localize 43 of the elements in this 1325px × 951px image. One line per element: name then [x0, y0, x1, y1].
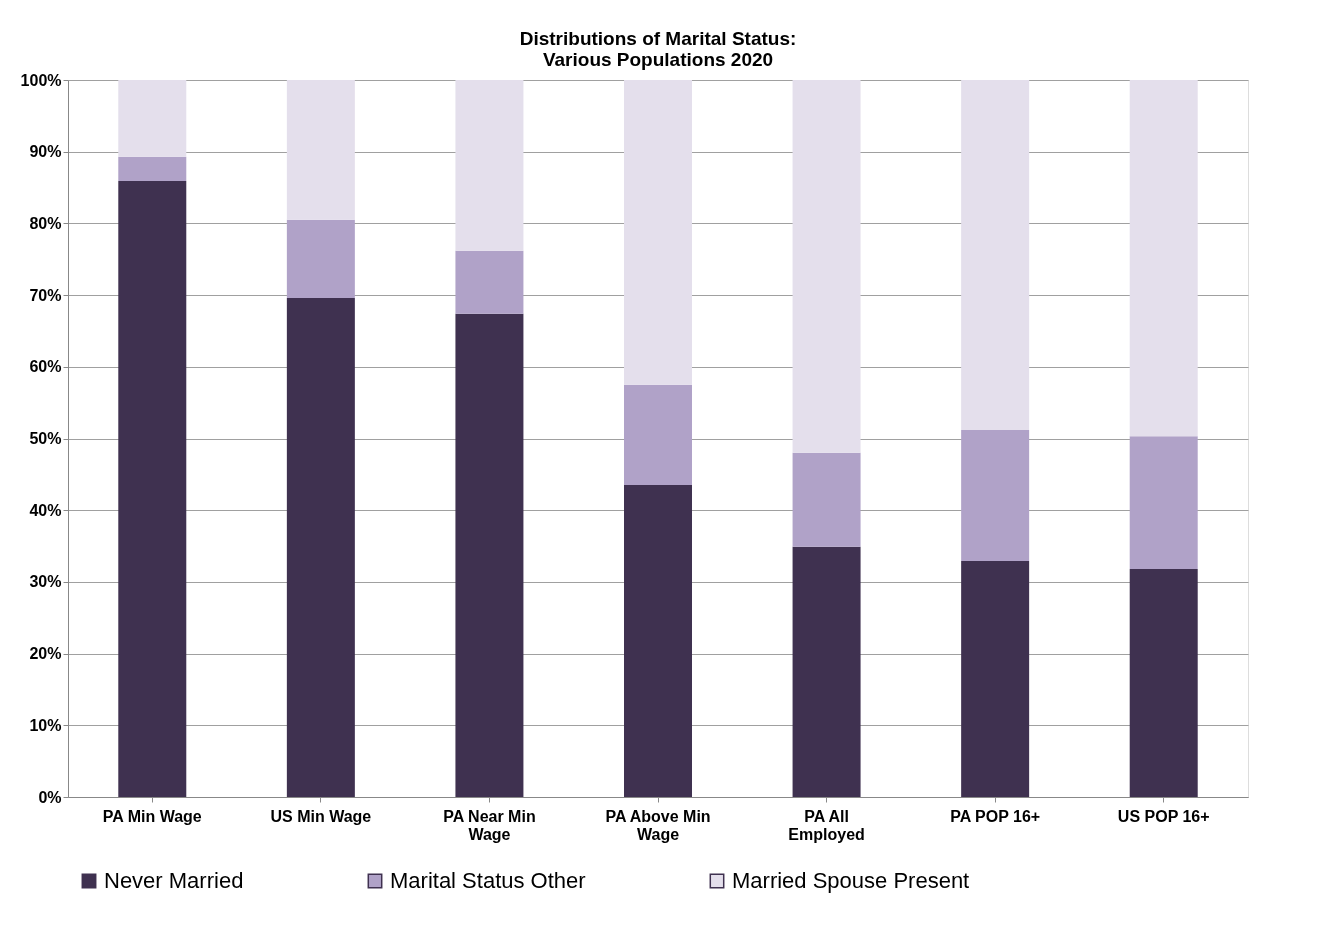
bar: [961, 429, 1030, 562]
y-tick-label: 0%: [38, 788, 62, 806]
y-tick-label: 100%: [20, 71, 62, 89]
bar: [792, 546, 861, 797]
bar: [1129, 568, 1198, 797]
bar: [792, 80, 861, 453]
bar: [118, 181, 187, 797]
legend-label: Marital Status Other: [390, 868, 586, 893]
bar: [118, 80, 187, 157]
bar: [961, 561, 1030, 797]
x-tick-label: PA Near Min Wage: [443, 807, 536, 843]
y-tick-label: 80%: [29, 214, 62, 232]
legend-label: Never Married: [104, 868, 244, 893]
y-tick-label: 40%: [29, 501, 62, 519]
chart-title: Distributions of Marital Status: Various Populations 2020: [519, 28, 797, 70]
y-tick-label: 70%: [29, 286, 62, 304]
bar: [961, 80, 1030, 430]
x-tick-label: PA POP 16+: [950, 807, 1041, 825]
bar: [624, 485, 692, 797]
bar: [455, 313, 524, 797]
bar: [286, 297, 355, 797]
y-tick-label: 30%: [29, 573, 62, 591]
legend-label: Married Spouse Present: [732, 868, 970, 893]
bar: [286, 80, 355, 220]
bar: [1129, 436, 1198, 569]
bar: [792, 452, 861, 547]
y-tick-label: 20%: [29, 645, 62, 663]
x-tick-label: US POP 16+: [1117, 807, 1210, 825]
bar: [624, 80, 692, 385]
x-tick-label: PA All Employed: [788, 807, 865, 843]
bar: [624, 384, 692, 486]
y-tick-label: 90%: [29, 143, 62, 161]
y-tick-label: 10%: [29, 716, 62, 734]
bar: [286, 219, 355, 298]
bar: [118, 156, 187, 182]
bar: [455, 80, 524, 251]
x-tick-label: PA Above Min Wage: [605, 807, 711, 843]
bar: [1129, 80, 1198, 437]
x-tick-label: PA Min Wage: [102, 807, 202, 825]
y-tick-label: 50%: [29, 430, 62, 447]
x-tick-label: US Min Wage: [270, 807, 372, 825]
bar: [455, 250, 524, 314]
y-tick-label: 60%: [29, 358, 62, 376]
